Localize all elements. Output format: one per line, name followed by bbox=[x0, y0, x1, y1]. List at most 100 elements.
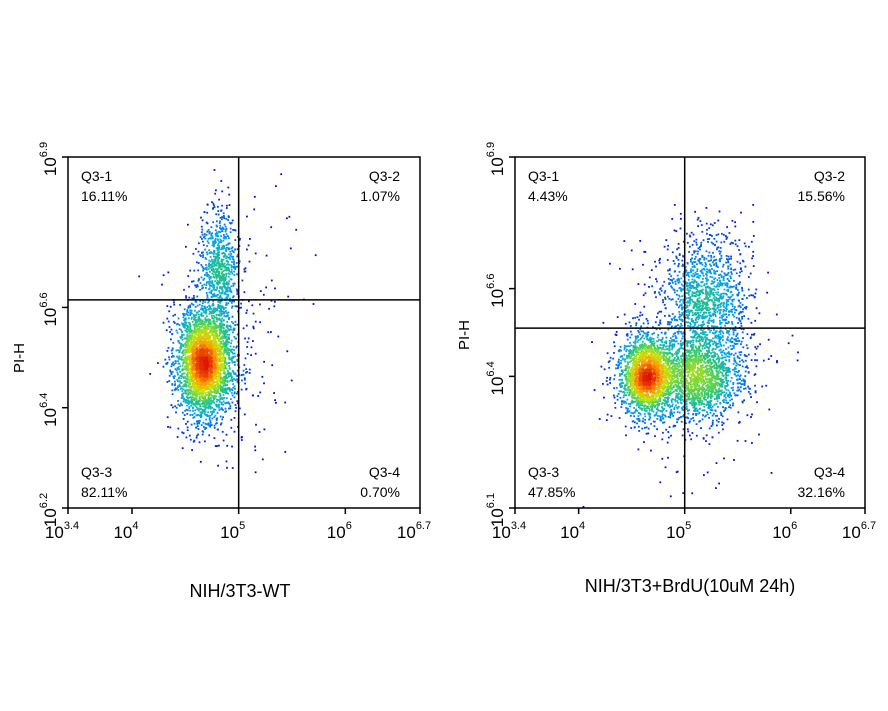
scatter-point bbox=[205, 383, 208, 386]
scatter-point bbox=[629, 330, 632, 333]
scatter-point bbox=[235, 288, 238, 291]
scatter-point bbox=[202, 402, 205, 405]
scatter-point bbox=[231, 272, 234, 275]
scatter-point bbox=[226, 263, 228, 266]
scatter-point bbox=[204, 346, 207, 348]
scatter-point bbox=[664, 307, 667, 309]
scatter-point bbox=[228, 336, 230, 339]
scatter-point bbox=[229, 271, 232, 273]
scatter-point bbox=[208, 355, 211, 357]
scatter-point bbox=[691, 253, 694, 256]
scatter-point bbox=[170, 349, 173, 352]
scatter-point bbox=[171, 363, 173, 365]
scatter-point bbox=[191, 341, 194, 344]
scatter-point bbox=[196, 360, 199, 363]
scatter-point bbox=[679, 227, 682, 230]
scatter-point bbox=[214, 241, 216, 243]
scatter-point bbox=[776, 360, 778, 362]
scatter-point bbox=[761, 385, 764, 388]
scatter-point bbox=[231, 359, 233, 362]
scatter-point bbox=[187, 358, 189, 361]
scatter-point bbox=[214, 384, 217, 387]
scatter-point bbox=[243, 378, 246, 381]
scatter-point bbox=[186, 365, 189, 368]
scatter-point bbox=[225, 269, 228, 272]
scatter-point bbox=[738, 360, 741, 363]
scatter-point bbox=[208, 417, 211, 419]
scatter-point bbox=[184, 351, 187, 354]
scatter-point bbox=[656, 428, 658, 431]
quadrant-labels: Q3-116.11%Q3-21.07%Q3-382.11%Q3-40.70% bbox=[81, 168, 400, 500]
scatter-point bbox=[187, 367, 190, 370]
scatter-point bbox=[676, 248, 678, 251]
scatter-point bbox=[197, 388, 200, 390]
scatter-point bbox=[252, 327, 255, 330]
scatter-point bbox=[230, 350, 232, 353]
x-tick-label: 106.7 bbox=[397, 520, 431, 542]
scatter-point bbox=[742, 260, 745, 263]
scatter-point bbox=[670, 321, 672, 324]
scatter-point bbox=[661, 284, 664, 287]
scatter-point bbox=[230, 377, 233, 380]
scatter-point bbox=[223, 223, 226, 226]
scatter-point bbox=[234, 267, 237, 269]
scatter-point bbox=[665, 239, 668, 241]
scatter-point bbox=[218, 395, 221, 398]
scatter-point bbox=[187, 307, 190, 309]
scatter-point bbox=[205, 258, 207, 260]
scatter-point bbox=[651, 285, 654, 288]
scatter-point bbox=[191, 379, 194, 382]
scatter-point bbox=[265, 254, 268, 257]
scatter-point bbox=[184, 324, 186, 326]
scatter-point bbox=[641, 420, 644, 423]
scatter-point bbox=[178, 376, 180, 379]
scatter-point bbox=[187, 349, 190, 351]
scatter-point bbox=[191, 297, 194, 300]
scatter-point bbox=[210, 234, 213, 237]
scatter-point bbox=[725, 407, 727, 410]
scatter-point bbox=[188, 389, 190, 391]
scatter-point bbox=[229, 287, 231, 289]
scatter-point bbox=[713, 263, 715, 266]
scatter-point bbox=[222, 364, 224, 366]
scatter-point bbox=[184, 376, 187, 378]
scatter-point bbox=[217, 464, 219, 467]
scatter-point bbox=[234, 361, 236, 364]
scatter-point bbox=[206, 348, 209, 351]
scatter-point bbox=[703, 474, 705, 476]
scatter-point bbox=[676, 470, 679, 473]
scatter-point bbox=[183, 321, 186, 324]
scatter-point bbox=[208, 400, 211, 402]
scatter-point bbox=[193, 385, 195, 388]
scatter-point bbox=[740, 325, 743, 327]
scatter-point bbox=[220, 401, 223, 404]
scatter-point bbox=[217, 404, 220, 406]
scatter-point bbox=[233, 263, 235, 266]
scatter-point bbox=[209, 264, 212, 267]
scatter-point bbox=[678, 253, 681, 255]
scatter-point bbox=[217, 283, 220, 285]
scatter-point bbox=[208, 398, 211, 401]
scatter-point bbox=[199, 300, 202, 303]
scatter-point bbox=[613, 374, 616, 377]
scatter-point bbox=[196, 334, 198, 336]
scatter-point bbox=[209, 260, 212, 263]
scatter-point bbox=[195, 358, 198, 361]
scatter-point bbox=[206, 335, 208, 337]
scatter-point bbox=[682, 263, 684, 266]
scatter-point bbox=[198, 328, 201, 331]
scatter-point bbox=[186, 340, 188, 343]
scatter-point bbox=[659, 288, 662, 290]
scatter-point bbox=[689, 245, 691, 248]
scatter-point bbox=[623, 313, 626, 316]
scatter-point bbox=[663, 421, 666, 424]
scatter-point bbox=[223, 312, 226, 315]
scatter-point bbox=[738, 313, 740, 315]
scatter-point bbox=[219, 423, 222, 426]
scatter-points bbox=[582, 204, 799, 508]
scatter-point bbox=[211, 330, 213, 332]
scatter-point bbox=[209, 284, 211, 287]
scatter-point bbox=[716, 248, 718, 251]
scatter-point bbox=[667, 328, 670, 331]
scatter-point bbox=[192, 384, 194, 387]
